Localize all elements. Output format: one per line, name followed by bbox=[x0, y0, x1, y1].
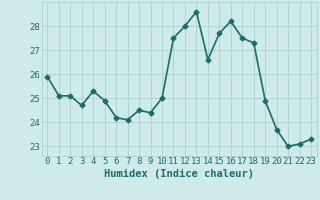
X-axis label: Humidex (Indice chaleur): Humidex (Indice chaleur) bbox=[104, 169, 254, 179]
